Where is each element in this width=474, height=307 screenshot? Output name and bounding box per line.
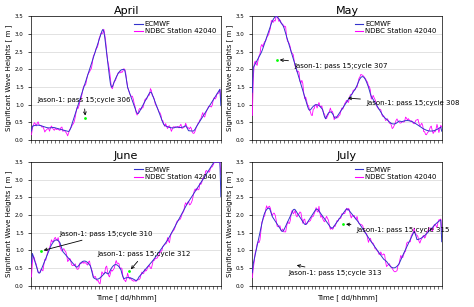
Title: June: June	[114, 151, 138, 161]
Y-axis label: Significant Wave Heights [ m ]: Significant Wave Heights [ m ]	[6, 25, 12, 131]
Legend: ECMWF, NDBC Station 42040: ECMWF, NDBC Station 42040	[133, 165, 218, 181]
Text: Jason-1: pass 15;cycle 313: Jason-1: pass 15;cycle 313	[288, 265, 382, 276]
Legend: ECMWF, NDBC Station 42040: ECMWF, NDBC Station 42040	[354, 20, 438, 36]
Text: Jason-1: pass 15;cycle 315: Jason-1: pass 15;cycle 315	[347, 223, 450, 233]
Y-axis label: Significant Wave Heights [ m ]: Significant Wave Heights [ m ]	[227, 25, 233, 131]
Text: Jason-1: pass 15;cycle 306: Jason-1: pass 15;cycle 306	[37, 97, 131, 115]
Legend: ECMWF, NDBC Station 42040: ECMWF, NDBC Station 42040	[354, 165, 438, 181]
Title: July: July	[337, 151, 357, 161]
X-axis label: Time [ dd/hhmm]: Time [ dd/hhmm]	[96, 295, 156, 301]
Text: Jason-1: pass 15;cycle 308: Jason-1: pass 15;cycle 308	[349, 97, 459, 106]
Text: Jason-1: pass 15;cycle 307: Jason-1: pass 15;cycle 307	[281, 59, 388, 69]
Text: Jason-1: pass 15;cycle 310: Jason-1: pass 15;cycle 310	[45, 231, 154, 251]
Y-axis label: Significant Wave Heights [ m ]: Significant Wave Heights [ m ]	[6, 171, 12, 277]
Legend: ECMWF, NDBC Station 42040: ECMWF, NDBC Station 42040	[133, 20, 218, 36]
Title: May: May	[336, 6, 359, 16]
Y-axis label: Significant Wave Heights [ m ]: Significant Wave Heights [ m ]	[227, 171, 233, 277]
Title: April: April	[113, 6, 139, 16]
Text: Jason-1: pass 15;cycle 312: Jason-1: pass 15;cycle 312	[98, 251, 191, 269]
X-axis label: Time [ dd/hhmm]: Time [ dd/hhmm]	[317, 295, 377, 301]
